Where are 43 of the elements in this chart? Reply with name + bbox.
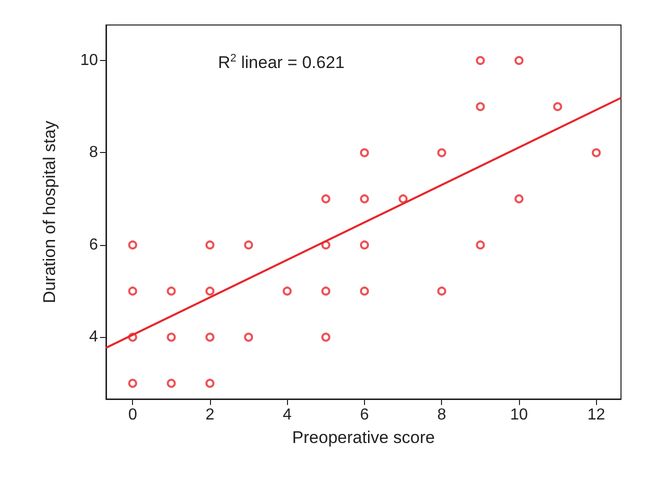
x-tick-label: 10 — [510, 406, 528, 424]
y-axis-title: Duration of hospital stay — [40, 120, 59, 304]
point — [128, 378, 138, 388]
point — [476, 240, 485, 250]
point — [166, 378, 176, 388]
x-tick-label: 12 — [587, 406, 606, 424]
point — [553, 102, 562, 112]
x-tick-label: 2 — [205, 406, 214, 424]
point — [282, 286, 292, 296]
point — [514, 56, 524, 66]
y-tick-label: 8 — [89, 144, 98, 162]
point — [321, 286, 330, 296]
y-tick-label: 10 — [80, 52, 98, 70]
point — [476, 102, 485, 112]
point — [476, 56, 485, 66]
x-tick-label: 4 — [282, 406, 292, 424]
x-tick-label: 8 — [437, 406, 446, 424]
point — [398, 194, 408, 204]
point — [321, 194, 330, 204]
point — [437, 148, 446, 158]
y-tick-label: 6 — [89, 236, 98, 254]
point — [244, 240, 254, 250]
y-tick-label: 4 — [89, 328, 98, 346]
point — [205, 332, 214, 342]
point — [166, 332, 176, 342]
point — [128, 240, 138, 250]
point — [360, 286, 369, 296]
point — [360, 240, 369, 250]
point — [205, 286, 214, 296]
point — [244, 332, 254, 342]
point — [321, 332, 330, 342]
x-tick-label: 0 — [128, 406, 138, 424]
point — [128, 286, 138, 296]
point — [592, 148, 601, 158]
point — [205, 240, 214, 250]
x-tick-label: 6 — [360, 406, 370, 424]
point — [360, 148, 369, 158]
point — [360, 194, 369, 204]
point — [205, 378, 214, 388]
point — [514, 194, 524, 204]
x-axis-title: Preoperative score — [292, 428, 435, 447]
point — [437, 286, 446, 296]
point — [166, 286, 176, 296]
